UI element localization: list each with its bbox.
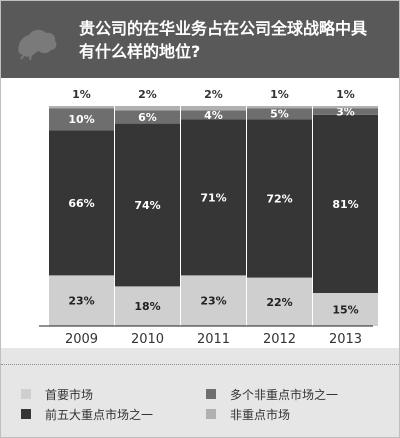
legend-swatch — [206, 409, 216, 419]
bar-segment — [49, 108, 114, 131]
x-tick-label: 2010 — [131, 332, 164, 347]
bar-segment — [247, 108, 312, 120]
bar-segment — [247, 119, 312, 278]
bar-segment — [115, 110, 180, 124]
data-label: 1% — [72, 88, 91, 101]
x-tick-label: 2012 — [263, 332, 296, 347]
data-label: 2% — [204, 88, 223, 101]
legend-item-top-five-market: 前五大重点市场之一 — [21, 406, 153, 422]
bar-segment — [115, 286, 180, 326]
bar-segment — [247, 106, 312, 109]
x-tick-label: 2009 — [65, 332, 98, 347]
legend-label: 非重点市场 — [230, 407, 291, 422]
legend-swatch — [21, 389, 31, 399]
bar-segment — [247, 277, 312, 326]
data-label: 74% — [134, 199, 160, 212]
data-label: 10% — [68, 113, 94, 126]
data-label: 1% — [270, 88, 289, 101]
bar-segment — [49, 130, 114, 276]
plot-area: 23% 66% 10% 1% 2009 18% 74% 6% 2% 2010 23% 71% 4% 2% 2… — [1, 78, 399, 348]
bar-segment — [181, 275, 246, 326]
bird-logo-icon — [18, 29, 57, 61]
bar-segment — [181, 110, 246, 120]
x-tick-label: 2013 — [329, 332, 362, 347]
data-label: 81% — [332, 198, 358, 211]
data-label: 1% — [336, 88, 355, 101]
legend-swatch — [21, 409, 31, 419]
data-label: 15% — [332, 304, 358, 317]
data-label: 6% — [138, 111, 157, 124]
x-tick-label: 2011 — [197, 332, 230, 347]
data-label: 18% — [134, 300, 160, 313]
legend-label: 首要市场 — [45, 387, 94, 402]
data-label: 23% — [200, 295, 226, 308]
legend-item-primary-market: 首要市场 — [21, 386, 93, 402]
chart-title: 贵公司的在华业务占在公司全球战略中具 有什么样的地位? — [79, 19, 368, 61]
legend: 首要市场 多个非重点市场之一 前五大重点市场之一 非重点市场 — [1, 376, 399, 436]
bar-segment — [313, 106, 378, 109]
data-label: 3% — [336, 106, 355, 119]
bar-segment — [49, 106, 114, 109]
legend-label: 前五大重点市场之一 — [45, 407, 154, 422]
chart-header: 贵公司的在华业务占在公司全球战略中具 有什么样的地位? — [1, 1, 399, 78]
legend-item-not-key: 非重点市场 — [206, 406, 290, 422]
data-label: 5% — [270, 108, 289, 121]
data-label: 66% — [68, 197, 94, 210]
data-label: 2% — [138, 88, 157, 101]
bar-segment — [181, 106, 246, 111]
data-label: 23% — [68, 295, 94, 308]
data-label: 4% — [204, 109, 223, 122]
legend-item-one-of-several: 多个非重点市场之一 — [206, 386, 338, 402]
stacked-bar-chart: 23% 66% 10% 1% 2009 18% 74% 6% 2% 2010 23% 71% 4% 2% 2… — [39, 88, 378, 347]
bar-segment — [313, 114, 378, 293]
bar-segment — [115, 123, 180, 287]
bar-segment — [49, 275, 114, 326]
legend-label: 多个非重点市场之一 — [230, 387, 339, 402]
data-label: 71% — [200, 191, 226, 204]
data-label: 22% — [266, 296, 292, 309]
data-label: 72% — [266, 192, 292, 205]
bar-segment — [313, 293, 378, 326]
legend-swatch — [206, 389, 216, 399]
bar-segment — [115, 106, 180, 111]
legend-divider — [1, 364, 399, 365]
bar-segment — [313, 108, 378, 115]
bar-segment — [181, 119, 246, 276]
